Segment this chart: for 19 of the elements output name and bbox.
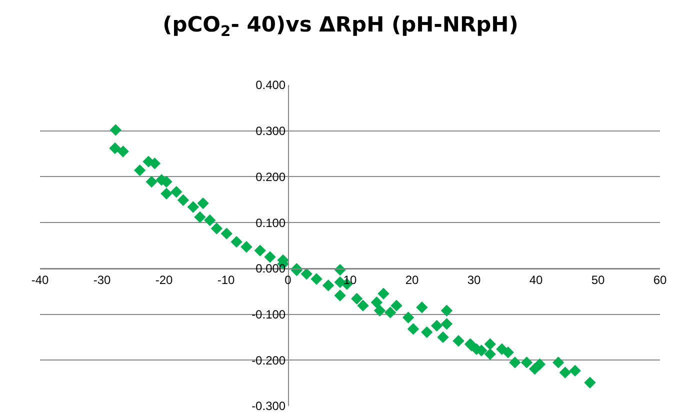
y-tick-label: 0.300 [256,124,286,138]
x-tick-label: -20 [155,272,173,287]
y-tick-label: -0.300 [252,399,286,414]
x-tick-label: -10 [217,272,235,287]
chart-title: (pCO$_{2}$- 40)vs ΔRpH (pH-NRpH) [162,12,518,40]
y-tick-label: 0.200 [256,170,286,184]
x-tick-label: -30 [93,272,111,287]
x-tick-label: -40 [31,272,49,287]
y-tick-label: -0.100 [252,307,286,322]
x-tick-label: 0 [284,272,292,287]
x-tick-label: 20 [405,272,419,287]
y-tick-label: 0.000 [256,262,286,276]
y-tick-label: 0.100 [256,216,286,230]
x-tick-label: 60 [653,272,667,287]
y-tick-label: -0.200 [252,353,286,368]
x-tick-label: 40 [529,272,543,287]
x-tick-label: 50 [591,272,605,287]
x-tick-label: 30 [467,272,481,287]
y-tick-label: 0.400 [256,78,286,92]
